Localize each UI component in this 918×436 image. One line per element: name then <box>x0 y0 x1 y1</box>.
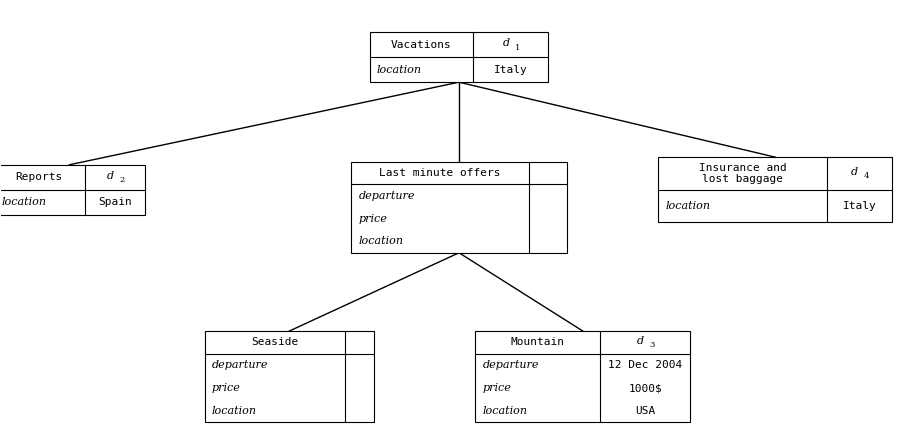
Bar <box>205 331 375 422</box>
Text: 12 Dec 2004: 12 Dec 2004 <box>608 360 682 370</box>
Text: price: price <box>482 383 511 393</box>
Text: location: location <box>377 65 422 75</box>
Text: Insurance and
lost baggage: Insurance and lost baggage <box>699 163 787 184</box>
Text: location: location <box>212 406 257 416</box>
Text: price: price <box>359 214 387 224</box>
Text: Italy: Italy <box>494 65 528 75</box>
Text: Italy: Italy <box>843 201 877 211</box>
Text: USA: USA <box>635 406 655 416</box>
Bar <box>658 157 892 222</box>
Text: location: location <box>1 197 46 207</box>
Text: 3: 3 <box>650 341 655 349</box>
Text: 4: 4 <box>864 173 869 181</box>
Text: departure: departure <box>359 191 415 201</box>
Text: 1: 1 <box>516 44 521 52</box>
Text: location: location <box>359 236 404 246</box>
Text: 2: 2 <box>119 176 125 184</box>
Bar <box>352 161 566 253</box>
Text: Vacations: Vacations <box>391 40 452 50</box>
Bar <box>370 32 548 82</box>
Text: Spain: Spain <box>98 197 131 207</box>
Text: d: d <box>503 38 509 48</box>
Text: Seaside: Seaside <box>251 337 298 347</box>
Bar <box>475 331 690 422</box>
Text: Mountain: Mountain <box>510 337 565 347</box>
Text: location: location <box>666 201 711 211</box>
Text: location: location <box>482 406 527 416</box>
Text: departure: departure <box>212 360 268 370</box>
Text: d: d <box>106 170 114 181</box>
Text: d: d <box>851 167 858 177</box>
Text: 1000$: 1000$ <box>628 383 662 393</box>
Text: Reports: Reports <box>16 172 62 182</box>
Bar <box>0 165 145 215</box>
Text: price: price <box>212 383 241 393</box>
Text: d: d <box>637 336 644 346</box>
Text: departure: departure <box>482 360 539 370</box>
Text: Last minute offers: Last minute offers <box>379 168 501 178</box>
